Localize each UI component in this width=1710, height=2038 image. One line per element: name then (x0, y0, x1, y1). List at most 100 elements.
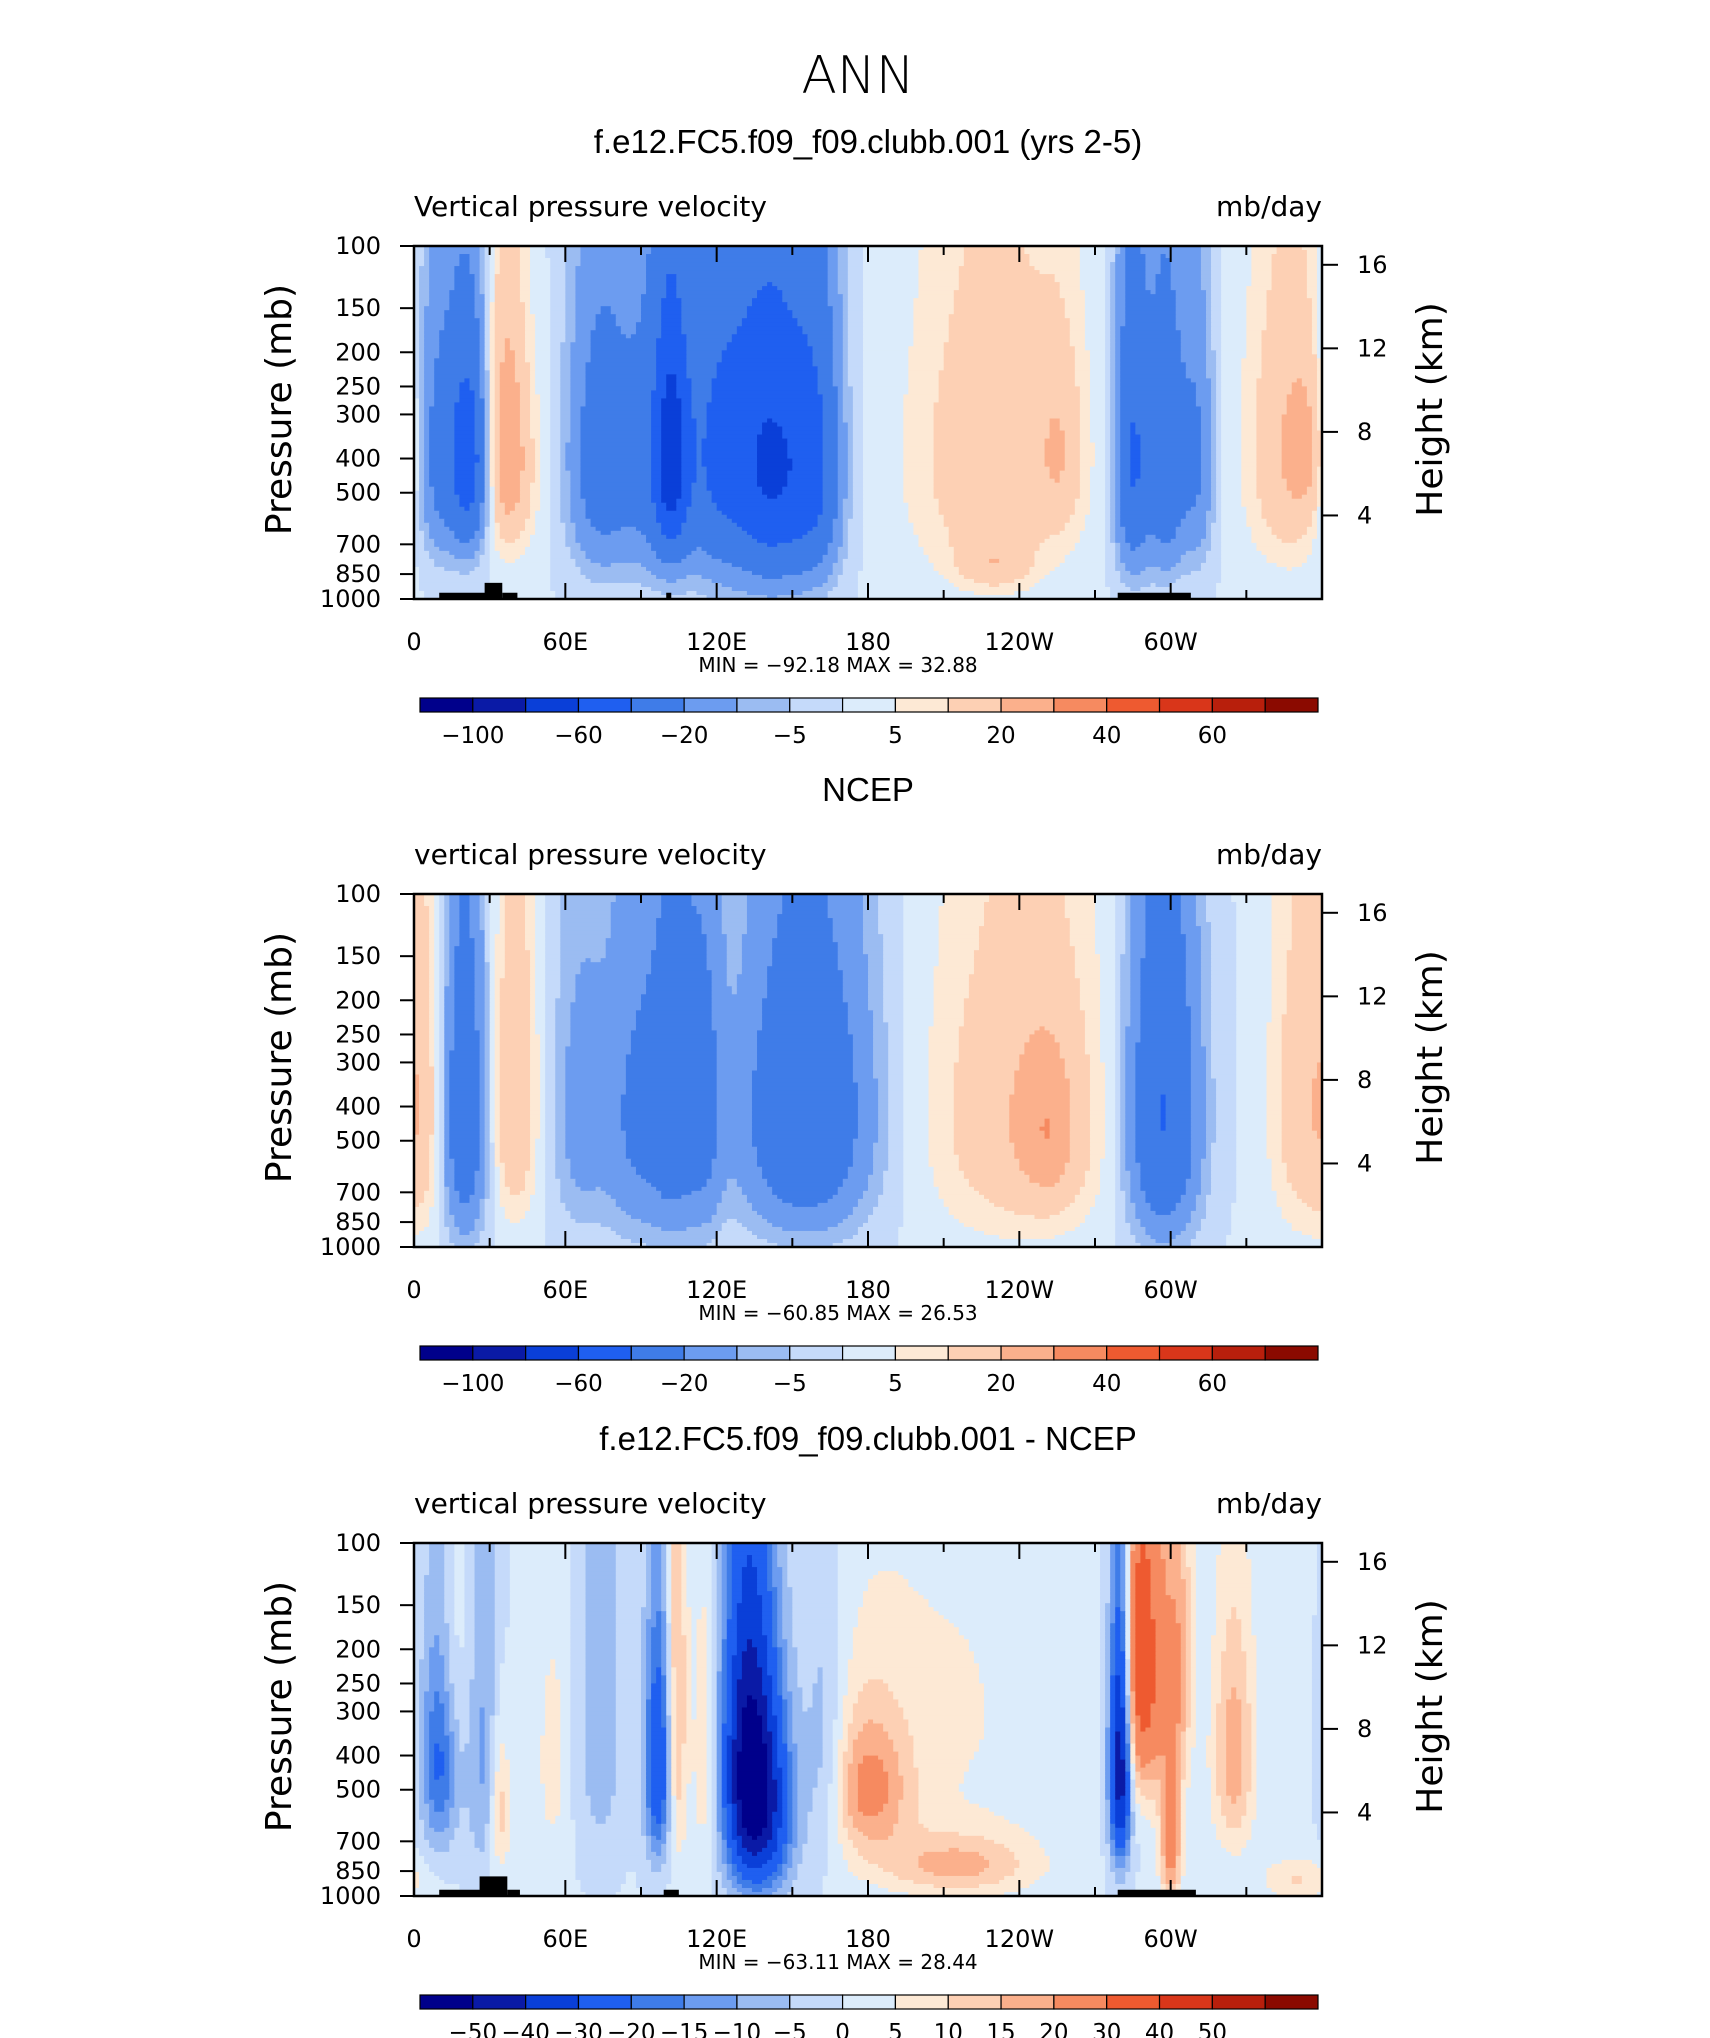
field-cell (1216, 490, 1222, 496)
field-cell (414, 482, 420, 488)
field-cell (661, 454, 682, 460)
field-cell (822, 486, 839, 492)
field-cell (439, 990, 445, 995)
field-cell (1079, 386, 1091, 392)
field-cell (494, 334, 526, 339)
field-cell (787, 442, 824, 448)
field-cell (847, 1006, 869, 1011)
field-cell (1236, 918, 1273, 923)
field-cell (434, 558, 481, 564)
field-cell (494, 482, 501, 488)
field-cell (474, 470, 486, 476)
field-cell (706, 422, 763, 428)
field-cell (484, 586, 551, 592)
field-cell (469, 502, 481, 508)
field-cell (736, 330, 804, 335)
field-cell (721, 918, 748, 923)
field-cell (953, 554, 1036, 560)
field-cell (656, 366, 687, 371)
field-cell (651, 474, 662, 480)
field-cell (419, 502, 425, 508)
field-cell (656, 338, 687, 343)
field-cell (978, 934, 1071, 939)
field-cell (822, 438, 839, 444)
field-cell (1221, 438, 1242, 444)
field-cell (711, 982, 728, 987)
field-cell (414, 346, 420, 351)
field-cell (1211, 442, 1217, 448)
field-cell (504, 918, 526, 923)
field-cell (414, 426, 420, 432)
field-cell (504, 946, 526, 951)
field-cell (1216, 398, 1222, 404)
field-cell (933, 462, 1046, 468)
field-cell (414, 1034, 430, 1040)
field-cell (1221, 286, 1247, 291)
field-cell (484, 358, 491, 363)
field-cell (419, 482, 425, 488)
field-cell (570, 346, 592, 351)
field-cell (807, 530, 834, 536)
field-cell (847, 370, 864, 375)
field-cell (1216, 402, 1222, 408)
field-cell (1301, 534, 1318, 540)
field-cell (1105, 386, 1111, 392)
field-cell (1105, 534, 1111, 540)
field-cell (519, 430, 531, 436)
field-cell (842, 306, 849, 311)
field-cell (620, 526, 637, 532)
field-cell (449, 954, 455, 959)
field-cell (1059, 422, 1081, 428)
field-cell (978, 946, 1076, 951)
field-cell (1120, 370, 1187, 375)
field-cell (494, 1006, 501, 1011)
field-cell (1211, 994, 1237, 999)
field-cell (651, 426, 662, 432)
field-cell (1069, 330, 1086, 335)
field-cell (1130, 478, 1136, 484)
field-cell (953, 306, 1066, 311)
field-cell (484, 326, 491, 331)
field-cell (1180, 354, 1207, 359)
field-cell (560, 986, 577, 991)
field-cell (489, 998, 496, 1003)
field-cell (933, 1006, 965, 1011)
field-cell (424, 478, 430, 484)
field-cell (1311, 330, 1318, 335)
field-cell (434, 1022, 440, 1027)
field-cell (1089, 466, 1106, 472)
field-cell (938, 390, 1081, 396)
field-cell (1185, 362, 1207, 367)
field-cell (948, 538, 1046, 544)
field-cell (560, 434, 571, 440)
field-cell (560, 382, 571, 387)
field-cell (454, 974, 476, 979)
field-cell (656, 510, 687, 516)
field-cell (862, 410, 904, 416)
field-cell (1236, 994, 1273, 999)
field-cell (550, 510, 561, 516)
field-cell (913, 330, 950, 335)
field-cell (646, 974, 713, 979)
field-cell (489, 570, 551, 576)
field-cell (535, 1026, 546, 1031)
field-cell (1185, 998, 1202, 1003)
field-cell (822, 450, 839, 456)
field-cell (424, 362, 435, 367)
field-cell (1200, 430, 1212, 436)
field-cell (1079, 978, 1101, 983)
field-cell (489, 246, 496, 251)
field-cell (842, 978, 869, 983)
field-cell (757, 462, 793, 468)
field-cell (968, 986, 1081, 991)
field-cell (489, 550, 501, 556)
field-cell (550, 442, 561, 448)
field-cell (469, 930, 486, 935)
colorbar-swatch (1158, 697, 1213, 713)
field-cell (1221, 538, 1252, 544)
field-cell (429, 458, 455, 464)
field-cell (1190, 570, 1222, 576)
field-cell (1105, 326, 1111, 331)
field-cell (1115, 306, 1126, 311)
field-cell (1211, 922, 1237, 927)
